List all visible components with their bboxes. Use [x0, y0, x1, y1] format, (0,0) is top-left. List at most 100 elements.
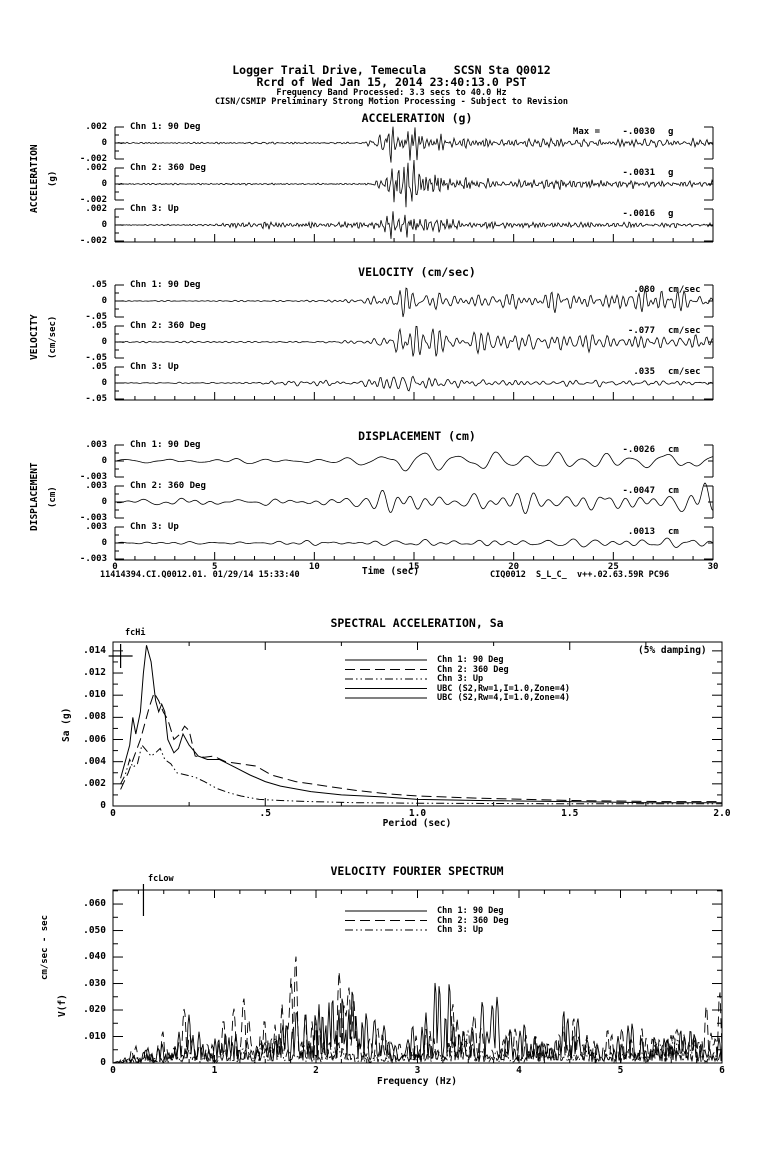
acceleration-channel-2-label: Chn 2: 360 Deg [130, 163, 206, 173]
time-axis-label: Time (sec) [361, 566, 420, 577]
acceleration-channel-1-max-unit: g [668, 127, 674, 137]
displacement-ch1-ytick: .003 [85, 440, 107, 450]
damping-annotation: (5% damping) [638, 645, 707, 656]
spectral-acceleration-ytick-0: 0 [100, 800, 106, 811]
velocity-channel-3-max-value: .035 [633, 367, 655, 377]
velocity-fourier-spectrum-xtick-4: 4 [516, 1065, 522, 1076]
velocity-fourier-spectrum-legend-3: Chn 3: Up [437, 925, 484, 935]
spectral-acceleration-ytick-.014: .014 [83, 644, 106, 656]
acceleration-ch3-ytick: .002 [85, 204, 107, 214]
station-title: Logger Trail Drive, Temecula SCSN Sta Q0… [232, 63, 551, 77]
displacement-channel-2-max-unit: cm [668, 486, 679, 496]
acceleration-ch2-ytick: 0 [101, 179, 107, 189]
spectral-acceleration-xtick-2.0: 2.0 [713, 808, 731, 819]
velocity-fourier-spectrum-ytick-.010: .010 [83, 1030, 106, 1042]
fclow-marker-label: fcLow [148, 874, 174, 884]
velocity-ch3-ytick: 0 [101, 378, 107, 388]
displacement-channel-1-label: Chn 1: 90 Deg [130, 440, 201, 450]
displacement-ch3-ytick: .003 [85, 522, 107, 532]
acceleration-ylabel: ACCELERATION [29, 144, 40, 214]
time-axis-tick-5: 5 [211, 562, 218, 572]
displacement-channel-3-max-unit: cm [668, 527, 679, 537]
velocity-fourier-spectrum-ytick-0: 0 [100, 1057, 106, 1068]
velocity-channel-1-label: Chn 1: 90 Deg [130, 280, 201, 290]
velocity-fourier-spectrum-ytick-.030: .030 [83, 977, 106, 989]
velocity-channel-3-max-unit: cm/sec [668, 367, 701, 377]
displacement-ch1-ytick: 0 [101, 456, 107, 466]
velocity-fourier-spectrum-xtick-3: 3 [414, 1065, 421, 1076]
acceleration-yunit: (g) [48, 170, 58, 188]
spectral-acceleration-ytick-.006: .006 [83, 733, 106, 745]
displacement-channel-3-label: Chn 3: Up [130, 522, 179, 532]
acceleration-channel-3-label: Chn 3: Up [130, 204, 179, 214]
velocity-fourier-spectrum-xtick-6: 6 [719, 1065, 725, 1076]
velocity-ch1-ytick: 0 [101, 296, 107, 306]
spectral-acceleration-ytick-.002: .002 [83, 777, 106, 789]
acceleration-ch1-ytick: -.002 [79, 154, 107, 164]
time-axis-tick-20: 20 [508, 562, 520, 572]
velocity-ch1-ytick: .05 [90, 280, 107, 290]
velocity-fourier-spectrum-ytick-.020: .020 [83, 1004, 106, 1015]
displacement-channel-3-max-value: .0013 [627, 527, 655, 537]
velocity-title: VELOCITY (cm/sec) [358, 265, 476, 279]
acceleration-channel-1-max-value: -.0030 [622, 127, 655, 137]
velocity-fourier-spectrum-xtick-1: 1 [211, 1065, 218, 1076]
velocity-fourier-spectrum-xtick-5: 5 [617, 1065, 624, 1076]
velocity-fourier-spectrum-xtick-0: 0 [110, 1065, 116, 1076]
velocity-fourier-spectrum-ytick-.060: .060 [83, 898, 106, 910]
velocity-channel-2-label: Chn 2: 360 Deg [130, 321, 206, 331]
velocity-fourier-spectrum-legend-2: Chn 2: 360 Deg [437, 915, 509, 926]
velocity-ylabel: VELOCITY [29, 314, 40, 360]
velocity-channel-2-max-unit: cm/sec [668, 326, 701, 336]
acceleration-channel-2-max-unit: g [668, 168, 674, 178]
displacement-channel-1-max-unit: cm [668, 445, 679, 455]
spectral-acceleration-ytick-.004: .004 [83, 755, 106, 767]
time-axis-tick-30: 30 [707, 562, 719, 572]
spectral-acceleration-ytick-.008: .008 [83, 711, 106, 723]
velocity-fourier-spectrum-xtick-2: 2 [313, 1065, 319, 1076]
displacement-ylabel: DISPLACEMENT [29, 462, 40, 532]
fourier-ylabel-units: cm/sec - sec [40, 914, 50, 980]
record-id-footer: 11414394.CI.Q0012.01. 01/29/14 15:33:40 [100, 570, 300, 580]
velocity-channel-1-max-value: .080 [633, 285, 655, 295]
displacement-channel-1-max-value: -.0026 [622, 445, 655, 455]
velocity-fourier-spectrum-ytick-.040: .040 [83, 951, 106, 963]
velocity-ch1-ytick: -.05 [85, 312, 107, 322]
displacement-title: DISPLACEMENT (cm) [358, 429, 476, 443]
acceleration-title: ACCELERATION (g) [361, 111, 473, 125]
velocity-ch3-ytick: .05 [90, 362, 107, 372]
spectral-acceleration-xtick-1.5: 1.5 [561, 808, 579, 819]
acceleration-channel-2-max-value: -.0031 [622, 168, 655, 178]
displacement-ch3-ytick: -.003 [79, 554, 107, 564]
processing-note: CISN/CSMIP Preliminary Strong Motion Pro… [214, 97, 569, 107]
velocity-channel-1-max-unit: cm/sec [668, 285, 701, 295]
spectral-acceleration-ytick-.012: .012 [83, 667, 106, 679]
spectral-acceleration-ytick-.010: .010 [83, 689, 106, 701]
spectral-acceleration-legend-4: UBC (S2,Rw=1,I=1.0,Zone=4) [437, 683, 571, 694]
frequency-band-note: Frequency Band Processed: 3.3 secs to 40… [276, 88, 507, 98]
velocity-channel-2-max-value: -.077 [627, 326, 655, 336]
processing-version-footer: CIQ0012 S_L_C_ v++.02.63.59R PC96 [490, 570, 670, 580]
velocity-ch3-ytick: -.05 [85, 394, 107, 404]
acceleration-channel-3-max-unit: g [668, 209, 674, 219]
displacement-ch1-ytick: -.003 [79, 472, 107, 482]
time-axis-tick-0: 0 [112, 562, 118, 572]
spectral-acceleration-xtick-0: 0 [110, 808, 116, 819]
period-axis-label: Period (sec) [382, 818, 452, 829]
spectral-acceleration-legend-2: Chn 2: 360 Deg [437, 664, 509, 675]
displacement-channel-2-label: Chn 2: 360 Deg [130, 481, 206, 491]
spectral-acceleration-title: SPECTRAL ACCELERATION, Sa [330, 616, 504, 630]
frequency-axis-label: Frequency (Hz) [376, 1076, 458, 1087]
acceleration-ch3-ytick: 0 [101, 220, 107, 230]
velocity-channel-3-label: Chn 3: Up [130, 362, 179, 372]
displacement-ch2-ytick: .003 [85, 481, 107, 491]
acceleration-max-prefix: Max = [572, 127, 600, 137]
acceleration-channel-3-max-value: -.0016 [622, 209, 655, 219]
spectral-acceleration-xtick-.5: .5 [259, 808, 271, 819]
displacement-yunit: (cm) [48, 486, 58, 508]
acceleration-channel-1-label: Chn 1: 90 Deg [130, 122, 201, 132]
time-axis-tick-10: 10 [308, 562, 320, 572]
spectral-acceleration-legend-1: Chn 1: 90 Deg [437, 655, 504, 665]
velocity-ch2-ytick: 0 [101, 337, 107, 347]
acceleration-ch2-ytick: -.002 [79, 195, 107, 205]
